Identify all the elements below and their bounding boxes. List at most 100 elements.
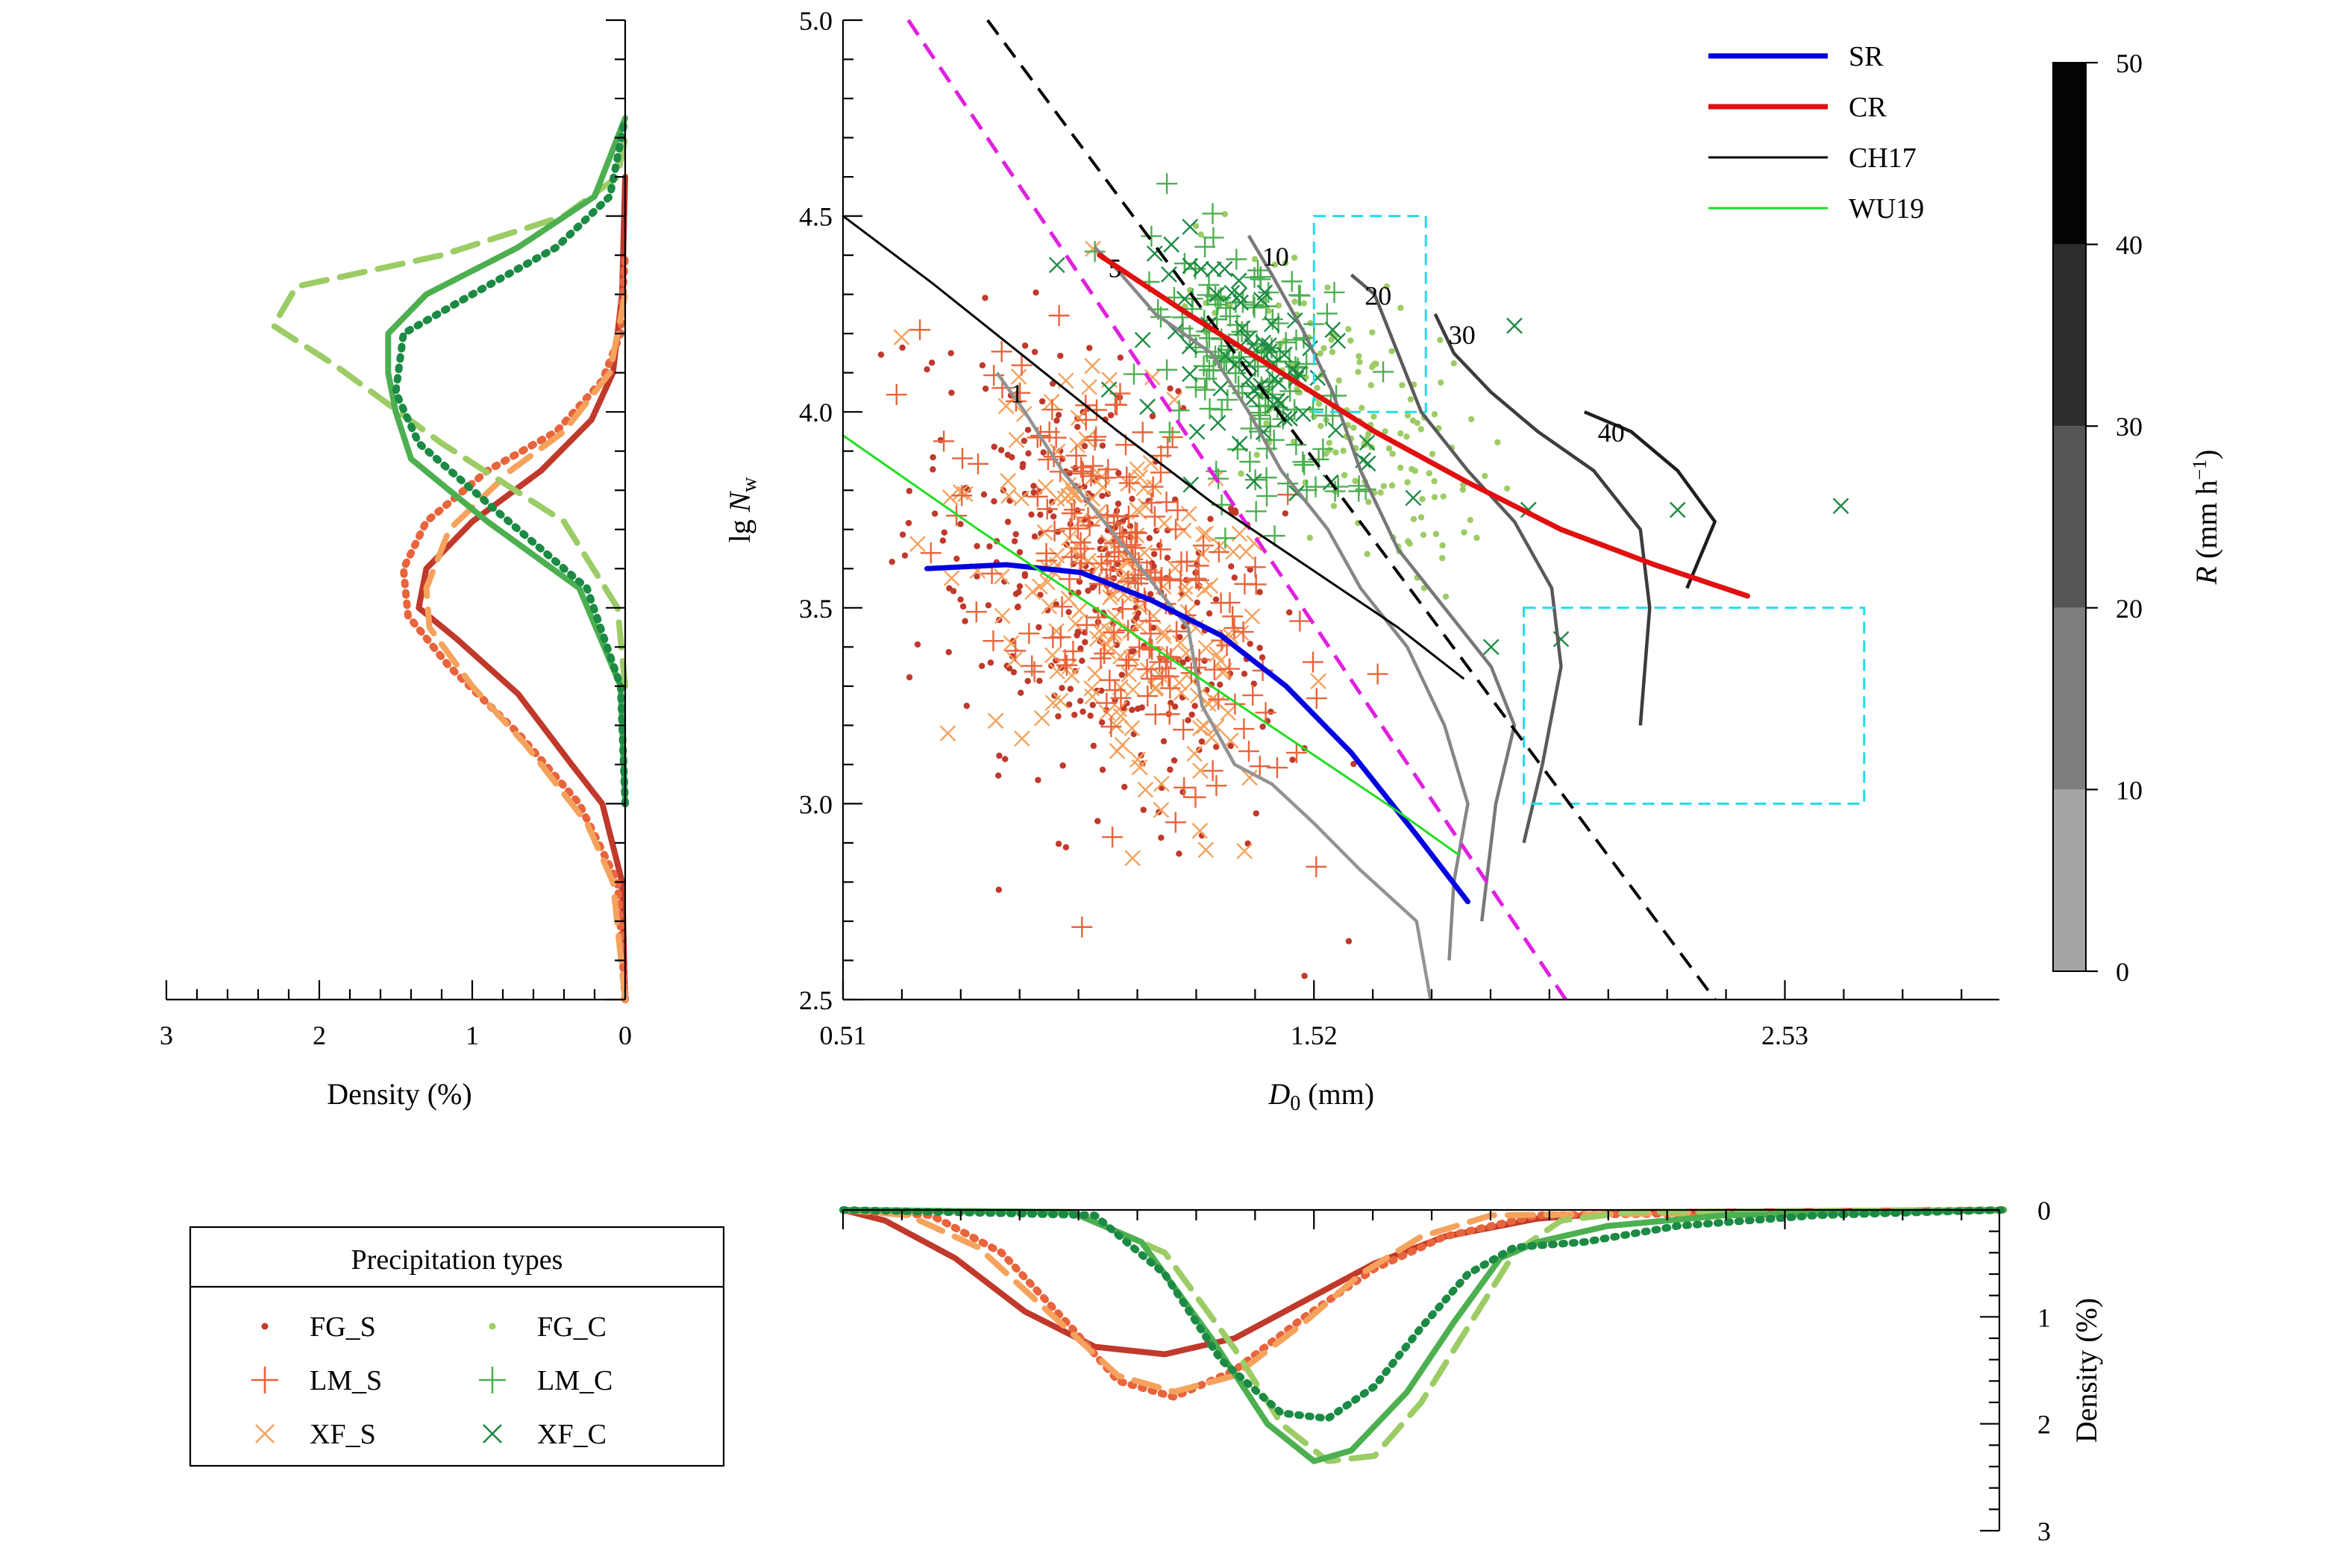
scatter-point-LM_S bbox=[1061, 503, 1082, 524]
scatter-point-FG_C bbox=[1320, 345, 1327, 352]
scatter-point-FG_S bbox=[1089, 701, 1096, 709]
scatter-point-FG_S bbox=[1016, 583, 1024, 590]
scatter-point-FG_C bbox=[1482, 472, 1488, 480]
scatter-point-FG_C bbox=[1431, 477, 1438, 485]
scatter-point-LM_S bbox=[1116, 466, 1138, 488]
scatter-point-FG_S bbox=[1115, 470, 1122, 477]
scatter-point-FG_S bbox=[1164, 554, 1171, 562]
scatter-point-XF_S bbox=[1156, 515, 1173, 532]
scatter-point-FG_S bbox=[1171, 496, 1179, 503]
main-y-tick-label: 3.5 bbox=[799, 594, 833, 624]
scatter-point-FG_C bbox=[1315, 401, 1323, 407]
scatter-point-FG_S bbox=[1086, 345, 1093, 351]
scatter-point-FG_C bbox=[1467, 516, 1474, 524]
scatter-point-XF_C bbox=[1240, 371, 1256, 389]
scatter-point-FG_S bbox=[1107, 412, 1115, 418]
scatter-point-FG_C bbox=[1431, 411, 1438, 418]
scatter-point-FG_S bbox=[1097, 545, 1103, 553]
legend-box bbox=[189, 1226, 725, 1467]
legend-marker-XF_C bbox=[483, 1424, 502, 1443]
scatter-point-FG_S bbox=[1158, 834, 1165, 841]
scatter-point-XF_S bbox=[1212, 653, 1229, 669]
scatter-point-XF_C bbox=[1482, 639, 1500, 656]
scatter-point-LM_S bbox=[968, 453, 988, 474]
scatter-point-LM_S bbox=[1289, 610, 1311, 632]
main-x-axis-label: D0 (mm) bbox=[1268, 1077, 1374, 1115]
scatter-point-LM_S bbox=[1170, 570, 1191, 592]
scatter-point-LM_S bbox=[1137, 686, 1159, 707]
legend-label-LM_C: LM_C bbox=[537, 1365, 612, 1396]
main-y-tick-label: 5.0 bbox=[799, 6, 833, 36]
scatter-point-XF_C bbox=[1282, 410, 1298, 427]
scatter-point-FG_S bbox=[1160, 738, 1168, 744]
scatter-point-XF_S bbox=[1180, 506, 1197, 522]
scatter-point-LM_S bbox=[1074, 538, 1095, 559]
scatter-point-FG_C bbox=[1373, 360, 1379, 367]
scatter-point-LM_C bbox=[1250, 266, 1271, 288]
scatter-point-LM_S bbox=[1367, 663, 1388, 685]
legend-label-XF_S: XF_S bbox=[310, 1419, 376, 1450]
scatter-point-LM_S bbox=[1206, 775, 1227, 797]
scatter-point-LM_C bbox=[1205, 345, 1226, 367]
scatter-point-FG_S bbox=[1259, 654, 1266, 661]
scatter-point-FG_C bbox=[1420, 531, 1427, 539]
contour-R-5 bbox=[1093, 246, 1470, 961]
scatter-point-FG_S bbox=[1217, 681, 1223, 689]
colorbar-segment bbox=[2053, 63, 2086, 245]
scatter-point-FG_S bbox=[901, 552, 909, 559]
black-dashed-line bbox=[986, 19, 1717, 1001]
scatter-point-XF_S bbox=[1238, 543, 1255, 560]
legend-marker-XF_S bbox=[255, 1424, 275, 1443]
scatter-point-LM_C bbox=[1259, 371, 1280, 393]
scatter-point-LM_S bbox=[1090, 647, 1112, 669]
scatter-point-XF_S bbox=[941, 489, 959, 506]
scatter-point-LM_C bbox=[1294, 454, 1315, 476]
left-x-tick-label: 3 bbox=[160, 1020, 173, 1050]
scatter-point-FG_C bbox=[1442, 593, 1450, 600]
scatter-point-LM_C bbox=[1202, 203, 1223, 225]
scatter-point-XF_S bbox=[1121, 666, 1138, 683]
scatter-point-FG_S bbox=[1207, 515, 1214, 522]
scatter-point-FG_C bbox=[1350, 424, 1357, 431]
x-label-unit: (mm) bbox=[1300, 1077, 1374, 1111]
left-x-axis-label: Density (%) bbox=[327, 1077, 471, 1111]
colorbar-tick-label: 10 bbox=[2116, 775, 2143, 805]
scatter-point-FG_C bbox=[1450, 360, 1457, 367]
scatter-point-LM_S bbox=[983, 630, 1004, 652]
scatter-point-XF_S bbox=[1091, 623, 1108, 639]
scatter-point-LM_C bbox=[1305, 476, 1326, 498]
fit-line-CH17 bbox=[842, 215, 1464, 680]
scatter-point-FG_S bbox=[974, 573, 980, 580]
scatter-point-FG_S bbox=[1077, 697, 1084, 704]
contour-label-20: 20 bbox=[1364, 280, 1391, 310]
scatter-point-LM_S bbox=[1104, 394, 1126, 415]
scatter-point-FG_S bbox=[991, 498, 997, 505]
scatter-point-XF_C bbox=[1239, 330, 1256, 347]
scatter-point-XF_C bbox=[1209, 415, 1226, 431]
scatter-point-LM_S bbox=[1112, 598, 1133, 620]
scatter-point-FG_C bbox=[1439, 554, 1446, 562]
scatter-point-XF_S bbox=[1070, 410, 1087, 427]
fit-line-CR bbox=[1097, 252, 1750, 599]
scatter-point-FG_C bbox=[1291, 298, 1298, 305]
scatter-point-LM_S bbox=[1285, 742, 1307, 764]
scatter-point-LM_S bbox=[1232, 621, 1254, 643]
scatter-point-XF_S bbox=[1081, 379, 1097, 395]
scatter-point-XF_C bbox=[1182, 257, 1199, 275]
scatter-point-FG_S bbox=[1024, 677, 1031, 685]
scatter-point-FG_S bbox=[1021, 571, 1029, 577]
scatter-point-LM_S bbox=[933, 430, 955, 452]
scatter-point-XF_S bbox=[1010, 369, 1027, 385]
scatter-point-LM_C bbox=[1264, 525, 1285, 547]
scatter-point-LM_C bbox=[1275, 332, 1297, 354]
scatter-point-XF_S bbox=[909, 536, 926, 553]
y-label-N: N bbox=[723, 490, 756, 512]
scatter-point-FG_S bbox=[1081, 442, 1088, 450]
fit-legend: SR CR CH17 WU19 bbox=[1708, 41, 1924, 225]
scatter-point-XF_S bbox=[1172, 634, 1188, 651]
scatter-point-FG_C bbox=[1399, 382, 1406, 389]
scatter-point-FG_S bbox=[924, 366, 930, 373]
bottom-y-axis-label: Density (%) bbox=[2069, 1298, 2103, 1443]
scatter-point-LM_S bbox=[1166, 621, 1188, 642]
bottom-density-panel: 0 1 2 3 Density (%) bbox=[839, 1196, 2103, 1546]
